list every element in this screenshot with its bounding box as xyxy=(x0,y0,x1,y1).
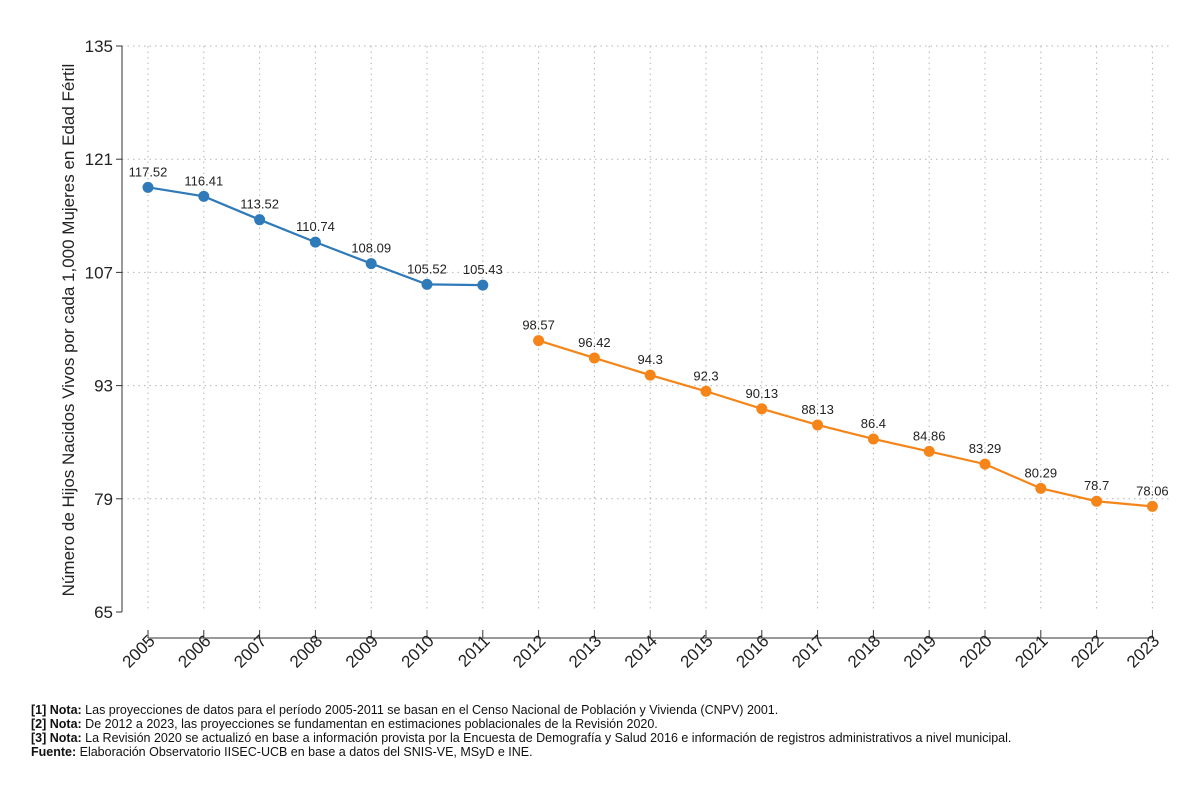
data-point xyxy=(756,403,768,415)
data-point xyxy=(1035,482,1047,494)
gridlines xyxy=(122,45,1172,612)
y-tick-label: 107 xyxy=(85,263,113,282)
x-tick-label: 2009 xyxy=(342,631,382,671)
x-tick-label: 2016 xyxy=(732,631,772,671)
data-label: 94.3 xyxy=(638,352,663,367)
data-point xyxy=(254,214,266,226)
data-label: 98.57 xyxy=(522,318,555,333)
note-1: [1] Nota: Las proyecciones de datos para… xyxy=(31,703,1191,717)
data-point xyxy=(365,258,377,270)
x-tick-label: 2015 xyxy=(677,631,717,671)
x-tick-label: 2014 xyxy=(621,631,661,671)
note-2: [2] Nota: De 2012 a 2023, las proyeccion… xyxy=(31,717,1191,731)
x-tick-label: 2017 xyxy=(788,631,828,671)
footnotes: [1] Nota: Las proyecciones de datos para… xyxy=(31,703,1191,759)
note-tag: [2] Nota: xyxy=(31,717,82,731)
x-tick-label: 2021 xyxy=(1011,631,1051,671)
axes xyxy=(121,46,1153,639)
data-point xyxy=(477,279,489,291)
x-tick-label: 2013 xyxy=(565,631,605,671)
data-point xyxy=(979,458,991,470)
data-point xyxy=(421,278,433,290)
x-tick-label: 2019 xyxy=(900,631,940,671)
data-label: 113.52 xyxy=(240,197,279,212)
y-tick-label: 65 xyxy=(94,603,113,622)
data-point xyxy=(812,419,824,431)
note-text: Las proyecciones de datos para el períod… xyxy=(81,703,779,717)
data-label: 83.29 xyxy=(969,441,1002,456)
y-tick-label: 135 xyxy=(85,37,113,56)
data-label: 117.52 xyxy=(129,164,168,179)
data-label: 84.86 xyxy=(913,428,946,443)
x-tick-label: 2023 xyxy=(1123,631,1163,671)
data-point xyxy=(1146,500,1158,512)
line-chart: 65 79 93 107 121 135 2005 2006 2007 2008 2009 2010… xyxy=(59,37,1172,672)
data-label: 105.43 xyxy=(463,262,503,277)
x-tick-label: 2018 xyxy=(844,631,884,671)
note-tag: [3] Nota: xyxy=(31,731,82,745)
data-label: 78.06 xyxy=(1136,483,1169,498)
y-tick-label: 121 xyxy=(85,150,113,169)
source-text: Elaboración Observatorio IISEC-UCB en ba… xyxy=(76,745,533,759)
y-axis-ticks: 65 79 93 107 121 135 xyxy=(85,37,122,622)
x-tick-label: 2012 xyxy=(509,631,549,671)
x-tick-label: 2007 xyxy=(230,631,270,671)
data-point xyxy=(867,433,879,445)
note-3: [3] Nota: La Revisión 2020 se actualizó … xyxy=(31,731,1191,745)
data-point xyxy=(533,335,545,347)
y-tick-label: 93 xyxy=(94,377,113,396)
data-label: 92.3 xyxy=(693,368,718,383)
data-label: 80.29 xyxy=(1025,465,1058,480)
x-axis-ticks: 2005 2006 2007 2008 2009 2010 2011 2012 2013 2014… xyxy=(119,630,1163,672)
source-note: Fuente: Elaboración Observatorio IISEC-U… xyxy=(31,745,1191,759)
data-label: 105.52 xyxy=(407,261,447,276)
data-label: 96.42 xyxy=(578,335,611,350)
series-line xyxy=(538,339,1153,508)
data-label: 90.13 xyxy=(746,386,779,401)
x-tick-label: 2008 xyxy=(286,631,326,671)
source-tag: Fuente: xyxy=(31,745,77,759)
data-point xyxy=(198,190,210,202)
data-label: 88.13 xyxy=(801,402,834,417)
x-tick-label: 2005 xyxy=(119,631,159,671)
data-label: 78.7 xyxy=(1084,478,1109,493)
data-point xyxy=(700,385,712,397)
data-label: 110.74 xyxy=(296,219,335,234)
data-point xyxy=(309,236,321,248)
x-tick-label: 2011 xyxy=(454,631,493,670)
data-point xyxy=(644,369,656,381)
y-axis-label: Número de Hijos Nacidos Vivos por cada 1… xyxy=(59,64,78,597)
data-point xyxy=(588,352,600,364)
x-tick-label: 2006 xyxy=(174,631,214,671)
data-label: 108.09 xyxy=(351,241,391,256)
data-point xyxy=(1091,495,1103,507)
note-text: La Revisión 2020 se actualizó en base a … xyxy=(81,731,1012,745)
y-tick-label: 79 xyxy=(94,490,113,509)
note-tag: [1] Nota: xyxy=(31,703,82,717)
data-point xyxy=(923,445,935,457)
x-tick-label: 2020 xyxy=(956,631,996,671)
data-label: 116.41 xyxy=(184,173,223,188)
x-tick-label: 2022 xyxy=(1067,631,1107,671)
x-tick-label: 2010 xyxy=(398,631,438,671)
data-label: 86.4 xyxy=(861,416,886,431)
series-group: 117.52 116.41 113.52 110.74 108.09 105.52 105.… xyxy=(129,164,1169,512)
note-text: De 2012 a 2023, las proyecciones se fund… xyxy=(81,717,658,731)
data-point xyxy=(142,181,154,193)
